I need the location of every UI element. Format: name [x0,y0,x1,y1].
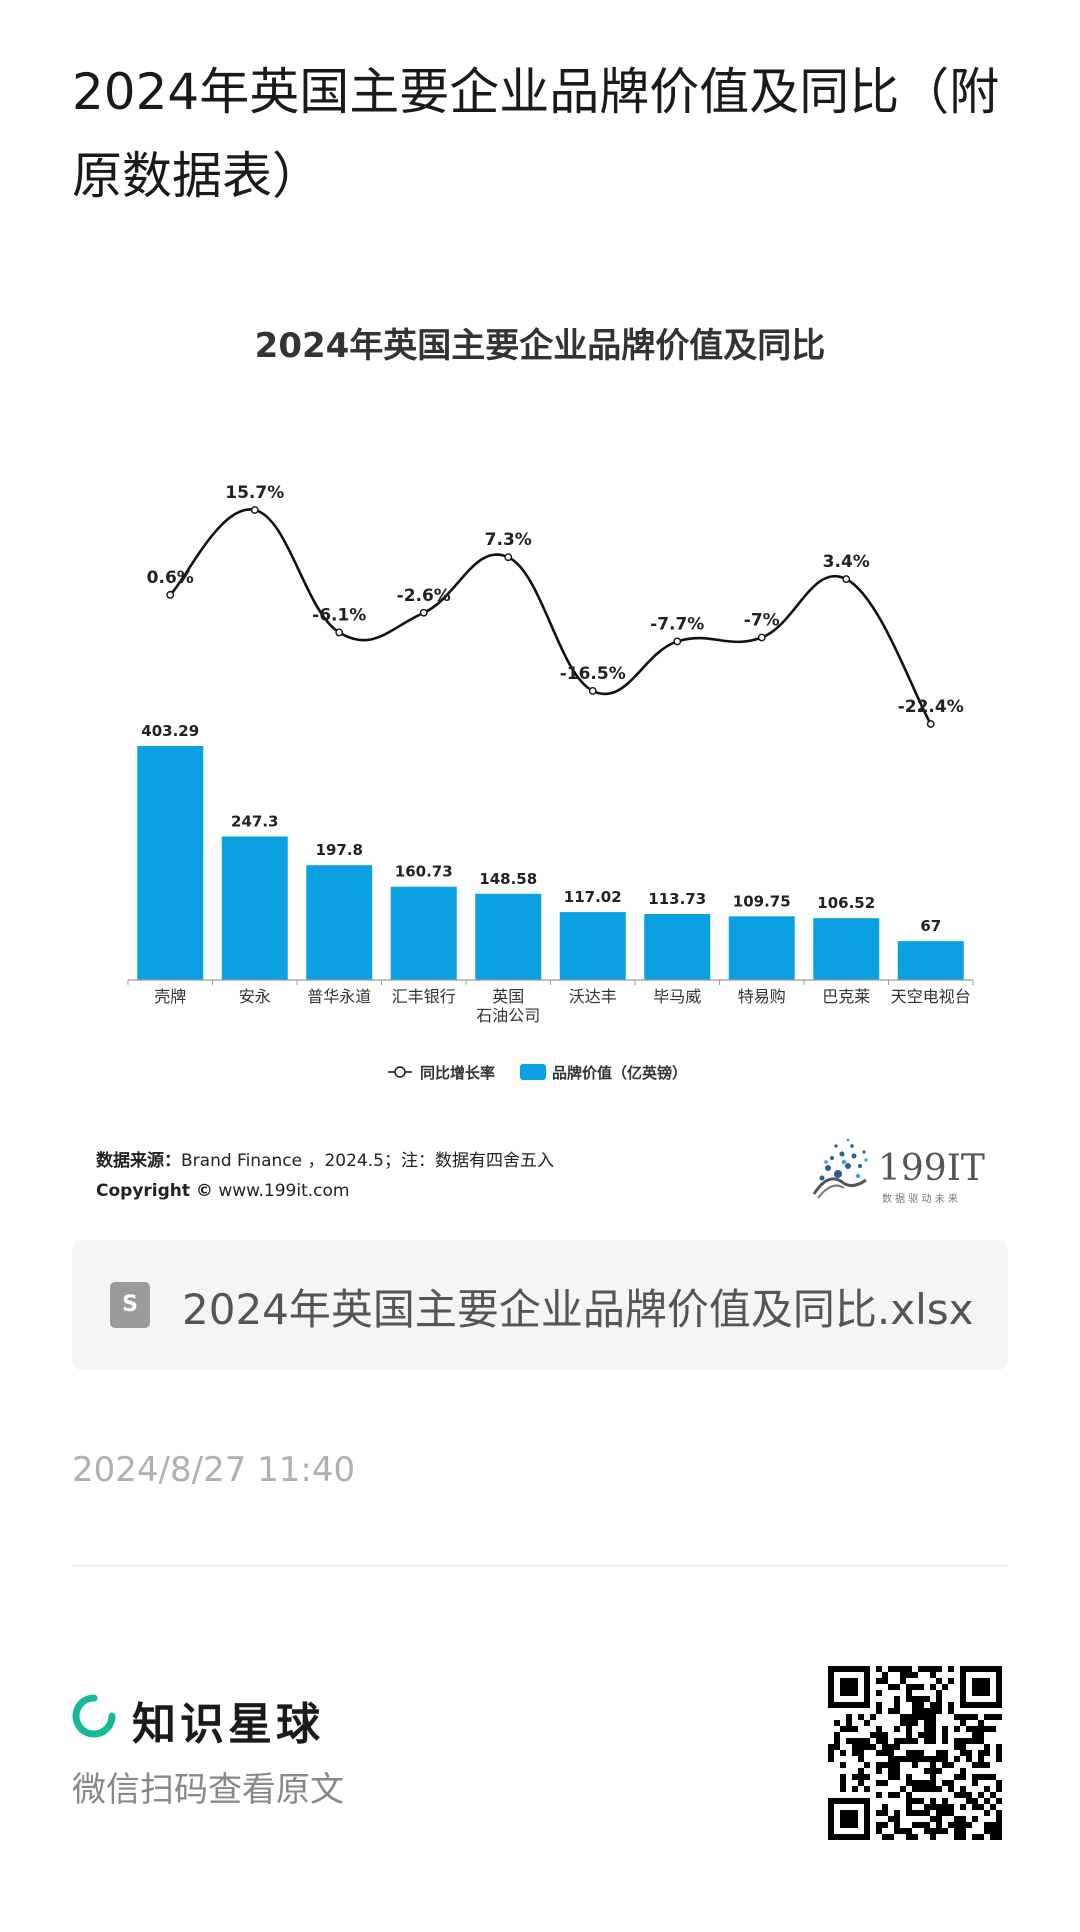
growth-label-2: -6.1% [312,605,366,625]
bar-4 [475,893,542,980]
zsxq-logo-icon [72,1694,116,1738]
bar-0 [137,746,204,980]
category-label-2: 普华永道 [307,987,371,1006]
growth-label-8: 3.4% [823,552,870,572]
category-label-4-0: 英国 [492,987,524,1006]
growth-label-4: 7.3% [485,530,532,550]
bar-value-label-1: 247.3 [231,813,278,831]
category-label-3: 汇丰银行 [392,987,456,1006]
growth-label-1: 15.7% [225,483,284,503]
bar-value-label-4: 148.58 [479,870,537,888]
growth-point-4 [504,553,513,562]
post-timestamp: 2024/8/27 11:40 [72,1450,356,1490]
growth-point-6 [673,637,682,646]
bar-9 [897,941,964,980]
divider [72,1565,1008,1566]
growth-rate-line [169,508,932,725]
bar-value-label-5: 117.02 [564,888,622,906]
bar-6 [644,914,711,980]
category-label-8: 巴克莱 [822,987,870,1006]
bar-3 [390,886,457,980]
growth-label-6: -7.7% [650,614,704,634]
attachment-card[interactable]: S 2024年英国主要企业品牌价值及同比.xlsx [72,1240,1008,1370]
category-label-1: 安永 [239,987,271,1006]
growth-point-2 [335,628,344,637]
category-label-7: 特易购 [738,987,786,1006]
chart-card: 2024年英国主要企业品牌价值及同比 403.29 247.3 197.8 160.7… [72,300,1008,1220]
source-text: Brand Finance ，2024.5；注：数据有四舍五入 [181,1151,554,1171]
bar-5 [559,912,626,980]
bar-value-label-7: 109.75 [733,892,791,910]
category-label-4-1: 石油公司 [476,1006,540,1025]
page-title: 2024年英国主要企业品牌价值及同比（附原数据表） [72,63,1000,205]
legend-bar-swatch [520,1064,546,1080]
growth-label-9: -22.4% [898,697,964,717]
bar-value-label-0: 403.29 [141,722,199,740]
category-label-6: 毕马威 [653,987,701,1006]
199it-logo-mark: 199IT 数 据 驱 动 未 来 [812,1138,985,1205]
qr-code[interactable] [828,1666,1002,1840]
growth-label-5: -16.5% [560,664,626,684]
growth-label-0: 0.6% [147,568,194,588]
category-label-5: 沃达丰 [569,987,617,1006]
growth-point-0 [166,590,175,599]
chart-title: 2024年英国主要企业品牌价值及同比 [254,326,826,366]
copyright-text: www.199it.com [212,1181,350,1201]
legend-label-value: 品牌价值（亿英镑） [552,1064,687,1082]
growth-label-7: -7% [744,611,780,631]
bar-2 [306,865,373,980]
source-label: 数据来源： [96,1151,181,1171]
category-label-9: 天空电视台 [891,987,971,1006]
bar-value-label-9: 67 [920,917,941,935]
zsxq-brand-name: 知识星球 [132,1699,324,1750]
199it-logo-tagline: 数 据 驱 动 未 来 [882,1192,958,1205]
bar-value-label-3: 160.73 [395,863,453,881]
199it-logo: 199IT 数 据 驱 动 未 来 [808,1132,1008,1212]
copyright-label: Copyright © [96,1181,213,1201]
legend-label-growth: 同比增长率 [420,1064,495,1082]
growth-point-5 [588,686,597,695]
growth-label-3: -2.6% [397,586,451,606]
growth-point-3 [419,608,428,617]
spreadsheet-file-icon: S [110,1282,150,1328]
199it-logo-text: 199IT [878,1148,985,1189]
source-block: 数据来源：Brand Finance ，2024.5；注：数据有四舍五入 Cop… [96,1146,554,1206]
bar-value-label-8: 106.52 [817,894,875,912]
chart-svg: 403.29 247.3 197.8 160.73 148.58 117.02 113.73… [127,483,974,1082]
bar-value-label-6: 113.73 [648,890,706,908]
growth-point-8 [842,575,851,583]
growth-point-7 [757,633,766,642]
category-label-0: 壳牌 [154,987,186,1006]
scan-hint: 微信扫码查看原文 [72,1770,344,1810]
bar-8 [813,918,880,980]
legend-line-marker [394,1066,406,1078]
bar-1 [221,836,288,980]
growth-point-9 [926,720,935,728]
growth-point-1 [250,506,259,514]
bar-value-label-2: 197.8 [316,841,363,859]
bar-7 [728,916,795,980]
attachment-file-name[interactable]: 2024年英国主要企业品牌价值及同比.xlsx [182,1285,974,1334]
